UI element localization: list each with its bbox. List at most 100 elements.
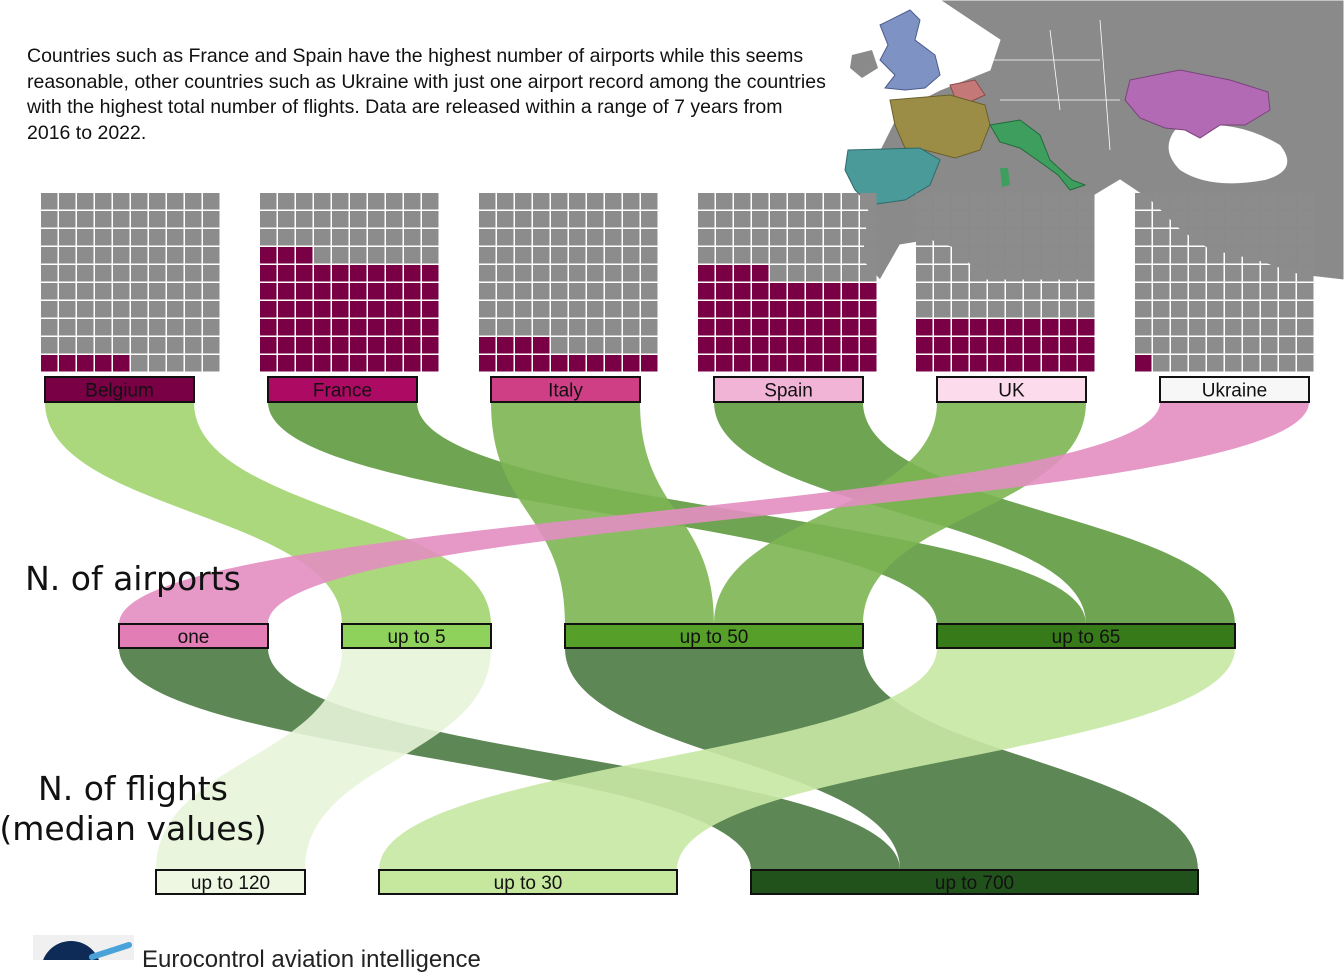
waffle-cell-empty: [515, 211, 532, 228]
waffle-cell-filled: [296, 301, 313, 318]
waffle-cell-empty: [623, 211, 640, 228]
waffle-cell-empty: [752, 211, 769, 228]
waffle-cell-empty: [1297, 211, 1314, 228]
waffle-cell-empty: [1189, 301, 1206, 318]
waffle-cell-filled: [716, 283, 733, 300]
country-node-uk-label: UK: [998, 381, 1025, 402]
waffle-cell-empty: [952, 211, 969, 228]
waffle-cell-empty: [296, 229, 313, 246]
waffle-cell-empty: [824, 193, 841, 210]
waffle-cell-empty: [860, 229, 877, 246]
waffle-cell-empty: [167, 301, 184, 318]
waffle-cell-filled: [260, 283, 277, 300]
waffle-cell-filled: [716, 265, 733, 282]
waffle-cell-filled: [278, 283, 295, 300]
waffle-cell-filled: [368, 319, 385, 336]
waffle-cell-filled: [806, 337, 823, 354]
waffle-cell-empty: [113, 283, 130, 300]
waffle-cell-filled: [296, 337, 313, 354]
flight-node-up-to-30: up to 30: [378, 869, 678, 895]
waffle-cell-empty: [605, 247, 622, 264]
waffle-cell-empty: [95, 229, 112, 246]
europe-map-icon: [844, 0, 1344, 281]
airport-node-up-to-5-label: up to 5: [387, 627, 445, 648]
waffle-cell-empty: [970, 247, 987, 264]
waffle-cell-filled: [278, 355, 295, 372]
waffle-cell-empty: [1297, 247, 1314, 264]
waffle-cell-empty: [1297, 283, 1314, 300]
waffle-cell-filled: [515, 337, 532, 354]
waffle-cell-empty: [533, 247, 550, 264]
waffle-cell-filled: [296, 355, 313, 372]
waffle-cell-filled: [860, 337, 877, 354]
airport-node-up-to-50: up to 50: [564, 623, 864, 649]
waffle-cell-empty: [167, 265, 184, 282]
waffle-cell-empty: [260, 193, 277, 210]
waffle-cell-empty: [368, 211, 385, 228]
waffle-cell-empty: [1006, 301, 1023, 318]
waffle-cell-empty: [605, 301, 622, 318]
waffle-cell-empty: [551, 319, 568, 336]
waffle-cell-empty: [988, 265, 1005, 282]
map-uk: [879, 9, 941, 91]
waffle-cell-empty: [1060, 193, 1077, 210]
waffle-cell-empty: [1279, 283, 1296, 300]
waffle-cell-empty: [569, 265, 586, 282]
waffle-cell-filled: [752, 355, 769, 372]
flow-belgium: [45, 402, 491, 624]
waffle-cell-empty: [988, 193, 1005, 210]
waffle-cell-empty: [623, 283, 640, 300]
waffle-cell-empty: [916, 211, 933, 228]
waffle-cell-filled: [479, 337, 496, 354]
waffle-cell-filled: [497, 337, 514, 354]
waffle-cell-empty: [533, 265, 550, 282]
waffle-cell-empty: [551, 229, 568, 246]
waffle-cell-empty: [569, 211, 586, 228]
waffle-cell-empty: [1078, 229, 1095, 246]
waffle-cell-filled: [278, 247, 295, 264]
waffle-cell-empty: [860, 193, 877, 210]
waffle-cell-empty: [533, 229, 550, 246]
airport-node-up-to-65: up to 65: [936, 623, 1236, 649]
waffle-cell-empty: [934, 301, 951, 318]
waffle-cell-empty: [1243, 283, 1260, 300]
waffle-cell-filled: [386, 319, 403, 336]
waffle-cell-filled: [916, 337, 933, 354]
waffle-cell-empty: [752, 247, 769, 264]
waffle-cell-empty: [1225, 265, 1242, 282]
waffle-cell-empty: [824, 211, 841, 228]
waffle-cell-empty: [1279, 319, 1296, 336]
waffle-cell-filled: [788, 355, 805, 372]
waffle-cell-filled: [698, 283, 715, 300]
waffle-cell-empty: [970, 301, 987, 318]
waffle-cell-empty: [515, 193, 532, 210]
waffle-cell-empty: [1006, 193, 1023, 210]
waffle-cell-empty: [167, 247, 184, 264]
waffle-cell-empty: [1261, 337, 1278, 354]
waffle-cell-empty: [497, 229, 514, 246]
country-node-ukraine: Ukraine: [1159, 376, 1310, 403]
waffle-cell-empty: [824, 247, 841, 264]
waffle-cell-empty: [1225, 229, 1242, 246]
waffle-cell-filled: [970, 319, 987, 336]
waffle-cell-empty: [386, 193, 403, 210]
waffle-cell-filled: [404, 355, 421, 372]
waffle-cell-filled: [368, 337, 385, 354]
flow-uk: [714, 402, 1086, 624]
waffle-cell-empty: [314, 211, 331, 228]
waffle-cell-empty: [1189, 193, 1206, 210]
sankey-nodes: Belgium France Italy Spain UK Ukraine one up to…: [44, 376, 1310, 895]
waffle-france: [260, 193, 439, 372]
waffle-cell-empty: [1135, 319, 1152, 336]
waffle-cell-empty: [1189, 247, 1206, 264]
waffle-cell-empty: [806, 211, 823, 228]
waffle-cell-filled: [952, 319, 969, 336]
waffle-cell-filled: [1042, 319, 1059, 336]
waffle-cell-empty: [515, 229, 532, 246]
waffle-cell-empty: [149, 283, 166, 300]
waffle-cell-empty: [131, 283, 148, 300]
waffle-cell-empty: [806, 247, 823, 264]
waffle-cell-empty: [497, 283, 514, 300]
waffle-cell-empty: [59, 301, 76, 318]
waffle-cell-empty: [1135, 337, 1152, 354]
